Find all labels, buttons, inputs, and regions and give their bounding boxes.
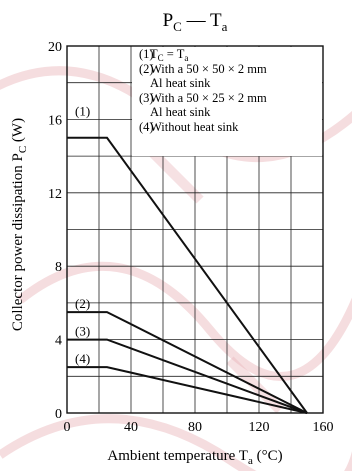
- plot-frame: [66, 45, 324, 414]
- x-tick-label: 160: [313, 420, 334, 435]
- legend-number: (1): [139, 47, 154, 61]
- y-tick-label: 20: [48, 40, 62, 55]
- series: (1) (2) (3) (4): [67, 103, 308, 414]
- y-tick-label: 0: [55, 407, 62, 422]
- watermark-stroke: [146, 146, 284, 414]
- grid: [66, 45, 324, 414]
- y-axis-label: Collector power dissipation PC (W): [10, 118, 29, 331]
- y-tick-label: 8: [55, 260, 62, 275]
- legend-number: (3): [139, 91, 154, 105]
- tick-labels: 0 40 80 120 160 0 4 8 12 16 20: [48, 40, 334, 435]
- series-label: (3): [75, 324, 90, 339]
- series-label: (4): [75, 351, 90, 366]
- legend-text: TC = Ta: [150, 47, 188, 63]
- series-label: (1): [75, 103, 90, 118]
- watermark-stroke: [17, 261, 352, 381]
- x-tick-label: 80: [188, 420, 202, 435]
- x-tick-label: 0: [64, 420, 71, 435]
- series-line: [67, 366, 308, 414]
- watermark-stroke: [0, 414, 352, 471]
- legend-text: With a 50 × 25 × 2 mm: [150, 91, 267, 105]
- legend-number: (4): [139, 120, 154, 134]
- legend-text: With a 50 × 50 × 2 mm: [150, 62, 267, 76]
- legend-number: (2): [139, 62, 154, 76]
- legend-area: [132, 47, 322, 157]
- x-axis-label: Ambient temperature Ta (°C): [107, 448, 282, 467]
- legend-text: Without heat sink: [150, 120, 239, 134]
- axis-labels: PC — Ta Ambient temperature Ta (°C) Collec…: [10, 10, 283, 467]
- legend-text: Al heat sink: [150, 105, 211, 119]
- chart-title: PC — Ta: [163, 10, 228, 34]
- y-tick-label: 16: [48, 113, 62, 128]
- y-tick-label: 12: [48, 187, 62, 202]
- series-line: [67, 338, 308, 414]
- series-line: [67, 311, 308, 414]
- x-tick-label: 40: [124, 420, 138, 435]
- x-tick-label: 120: [249, 420, 270, 435]
- series-label: (2): [75, 296, 90, 311]
- legend-text: Al heat sink: [150, 76, 211, 90]
- legend-box: [132, 47, 322, 157]
- y-tick-label: 4: [55, 334, 62, 349]
- series-line: [67, 136, 308, 414]
